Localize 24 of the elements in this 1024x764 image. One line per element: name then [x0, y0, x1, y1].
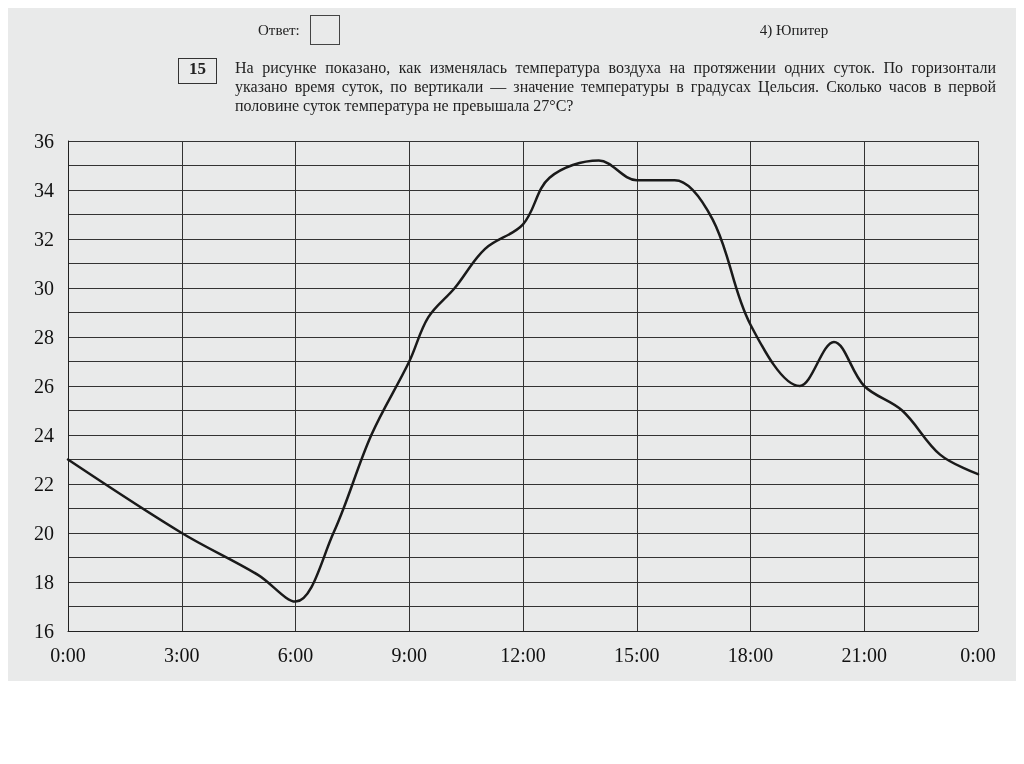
text: 15 [178, 58, 217, 84]
y-tick-label: 18 [34, 571, 54, 593]
text: 4) Юпитер [759, 21, 829, 39]
y-tick-label: 20 [34, 522, 54, 544]
x-tick-label: 15:00 [613, 644, 660, 666]
x-tick-label: 21:00 [841, 644, 888, 666]
y-tick-label: 36 [34, 130, 54, 152]
y-tick-label: 26 [34, 375, 54, 397]
x-tick-label: 18:00 [727, 644, 774, 666]
y-tick-label: 24 [34, 424, 54, 446]
x-tick-label: 12:00 [500, 644, 546, 666]
x-tick-label: 6:00 [277, 644, 314, 666]
chart-title: На рисунке показано, как изменялась температура воздуха на протяжении одних суток. По горизонтали указано время суток, по вертикали — значение температуры в градусах Цельсия. Сколько часов в первой половине суток температура не превышала 27°C? [235, 58, 996, 115]
y-tick-label: 30 [34, 277, 54, 299]
y-tick-label: 16 [34, 620, 54, 642]
x-tick-label: 0:00 [50, 644, 86, 666]
x-tick-label: 3:00 [163, 644, 200, 666]
y-tick-label: 28 [34, 326, 54, 348]
y-tick-label: 22 [34, 473, 54, 495]
x-tick-label: 9:00 [391, 644, 428, 666]
y-tick-label: 34 [34, 179, 54, 201]
text: Ответ: [258, 21, 300, 39]
y-tick-label: 32 [34, 228, 54, 250]
x-tick-label: 0:00 [960, 644, 996, 666]
